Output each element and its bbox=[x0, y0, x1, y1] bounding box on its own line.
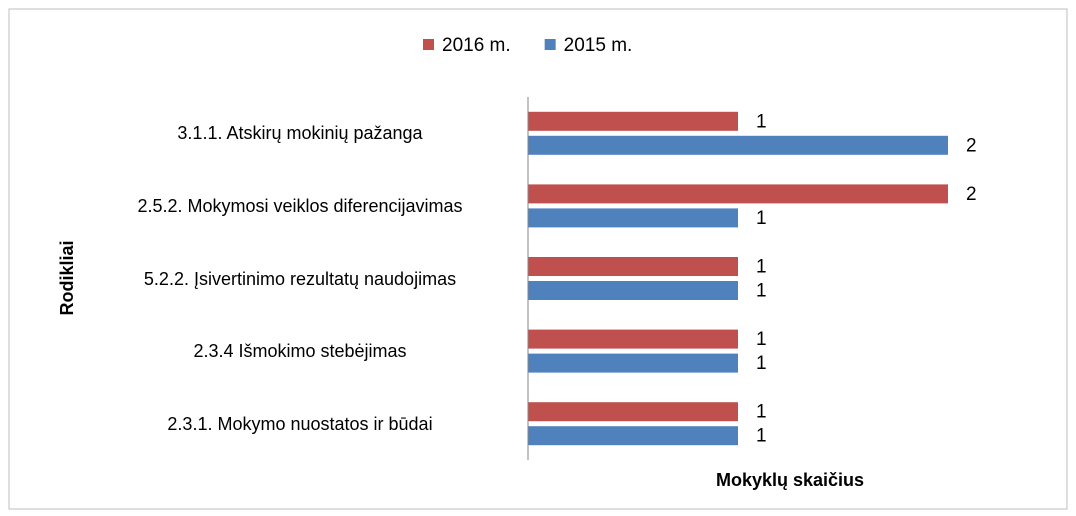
bar bbox=[528, 402, 738, 422]
data-label: 1 bbox=[756, 111, 767, 132]
y-axis-label: Rodikliai bbox=[57, 240, 77, 315]
y-tick-label: 2.3.4 Išmokimo stebėjimas bbox=[193, 341, 407, 362]
data-label: 1 bbox=[756, 402, 767, 423]
bar bbox=[528, 111, 738, 131]
data-label: 1 bbox=[756, 208, 767, 229]
bar bbox=[528, 329, 738, 349]
y-tick-label: 2.3.1. Mokymo nuostatos ir būdai bbox=[167, 413, 433, 434]
bar bbox=[528, 426, 738, 446]
data-label: 1 bbox=[756, 329, 767, 350]
bar bbox=[528, 257, 738, 276]
y-tick-label: 5.2.2. Įsivertinimo rezultatų naudojimas bbox=[143, 268, 457, 289]
bar bbox=[528, 208, 738, 228]
data-label: 2 bbox=[966, 184, 977, 205]
bar bbox=[528, 135, 948, 155]
legend-label: 2016 m. bbox=[442, 35, 511, 56]
data-label: 1 bbox=[756, 426, 767, 447]
x-axis-label: Mokyklų skaičius bbox=[716, 470, 864, 490]
bar bbox=[528, 353, 738, 373]
data-label: 1 bbox=[756, 353, 767, 374]
data-label: 1 bbox=[756, 257, 767, 278]
data-label: 2 bbox=[966, 135, 977, 156]
legend-label: 2015 m. bbox=[564, 35, 633, 56]
data-label: 1 bbox=[756, 281, 767, 302]
bar bbox=[528, 184, 948, 204]
bar bbox=[528, 281, 738, 300]
chart-border bbox=[8, 8, 1068, 510]
y-tick-label: 2.5.2. Mokymosi veiklos diferencijavimas bbox=[137, 195, 463, 216]
y-tick-label: 3.1.1. Atskirų mokinių pažanga bbox=[177, 123, 423, 144]
legend-swatch bbox=[544, 39, 556, 50]
legend-swatch bbox=[423, 39, 434, 50]
